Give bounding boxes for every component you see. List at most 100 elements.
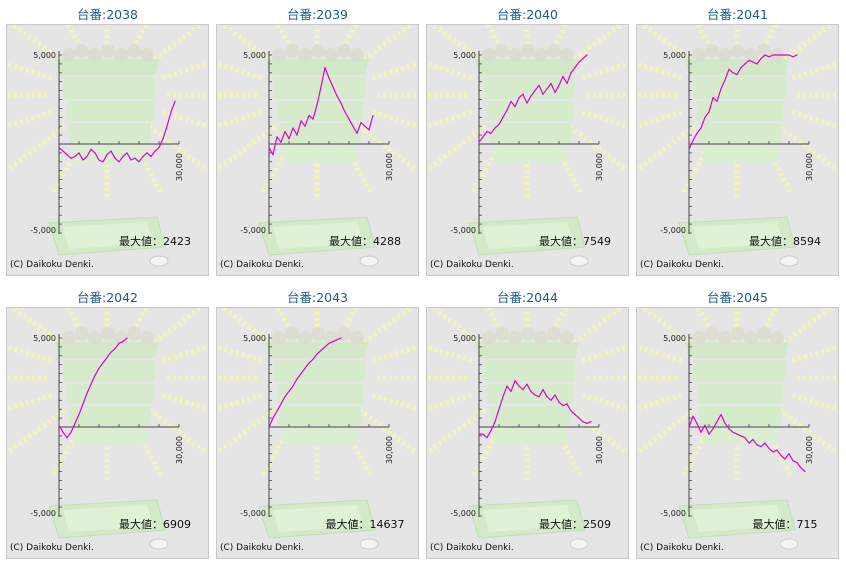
data-point xyxy=(336,339,338,341)
slump-graph: 5,000 -5,000 30,000 最大値：7549 (C) Daikoku Den… xyxy=(427,25,628,270)
data-point xyxy=(490,132,492,134)
data-point xyxy=(590,421,592,423)
data-point xyxy=(554,394,556,396)
data-point xyxy=(272,417,274,419)
copyright-label: (C) Daikoku Denki. xyxy=(640,543,724,553)
data-point xyxy=(534,90,536,92)
x-tick-label: 30,000 xyxy=(175,436,184,464)
data-point xyxy=(106,154,108,156)
y-tick-label: 5,000 xyxy=(33,334,56,343)
data-point xyxy=(316,104,318,106)
data-point xyxy=(166,125,168,127)
x-tick-label: 30,000 xyxy=(805,153,814,181)
y-tick-label: -5,000 xyxy=(450,226,476,235)
data-point xyxy=(352,125,354,127)
y-tick-label: -5,000 xyxy=(240,509,266,518)
data-point xyxy=(688,148,690,150)
machine-number-title[interactable]: 台番:2038 xyxy=(76,7,139,22)
data-point xyxy=(502,396,504,398)
data-point xyxy=(110,351,112,353)
data-point xyxy=(582,421,584,423)
data-point xyxy=(760,57,762,60)
chart-panel: 5,000 -5,000 30,000 最大値：2423 (C) Daikoku Den… xyxy=(6,24,209,276)
machine-chart-card: 台番:2042 5,000 -5,000 30,000 最大値：6909 (C) Daik… xyxy=(6,283,209,559)
data-point xyxy=(498,123,500,126)
machine-chart-card: 台番:2038 5,000 -5,000 30,000 最大値：2423 (C) Daik… xyxy=(6,0,209,276)
chart-panel: 5,000 -5,000 30,000 最大値：715 (C) Daikoku Denk… xyxy=(636,307,839,559)
y-tick-label: -5,000 xyxy=(660,226,686,235)
machine-number-title[interactable]: 台番:2042 xyxy=(76,290,139,305)
data-point xyxy=(736,73,738,76)
data-point xyxy=(126,152,128,154)
background-illustration xyxy=(427,25,628,267)
data-point xyxy=(110,150,112,152)
data-point xyxy=(276,410,278,412)
data-point xyxy=(268,426,270,428)
data-point xyxy=(58,424,60,426)
data-point xyxy=(372,114,374,117)
data-point xyxy=(700,127,702,129)
data-point xyxy=(506,109,508,111)
data-point xyxy=(582,57,584,60)
data-point xyxy=(744,63,746,65)
data-point xyxy=(74,155,76,158)
data-point xyxy=(340,337,342,339)
data-point xyxy=(788,453,790,455)
machine-number-title[interactable]: 台番:2041 xyxy=(706,7,769,22)
data-point xyxy=(578,61,580,63)
data-point xyxy=(514,106,516,108)
data-point xyxy=(486,437,488,439)
data-point xyxy=(344,111,346,113)
data-point xyxy=(118,161,120,163)
data-point xyxy=(780,454,782,457)
data-point xyxy=(756,444,758,446)
data-point xyxy=(158,146,160,149)
data-point xyxy=(280,141,282,143)
chart-panel: 5,000 -5,000 30,000 最大値：14637 (C) Daikoku De… xyxy=(216,307,419,559)
y-tick-label: 5,000 xyxy=(663,51,686,60)
machine-number-title[interactable]: 台番:2039 xyxy=(286,7,349,22)
machine-number-title[interactable]: 台番:2043 xyxy=(286,290,349,305)
machine-number-title[interactable]: 台番:2040 xyxy=(496,7,559,22)
y-tick-label: 5,000 xyxy=(453,334,476,343)
data-point xyxy=(162,138,164,140)
data-point xyxy=(748,442,750,444)
data-point xyxy=(550,399,552,401)
data-point xyxy=(78,152,80,154)
data-point xyxy=(522,93,524,95)
data-point xyxy=(126,337,128,339)
slump-line xyxy=(688,54,798,150)
background-illustration xyxy=(217,308,418,550)
data-point xyxy=(336,95,338,97)
max-value-label: 最大値：2423 xyxy=(119,234,191,248)
copyright-label: (C) Daikoku Denki. xyxy=(10,260,94,270)
machine-chart-card: 台番:2041 5,000 -5,000 30,000 最大値：8594 (C) Daik… xyxy=(636,0,839,276)
data-point xyxy=(768,56,770,58)
data-point xyxy=(304,367,306,369)
data-point xyxy=(692,139,694,142)
y-tick-label: -5,000 xyxy=(240,226,266,235)
copyright-label: (C) Daikoku Denki. xyxy=(220,260,304,270)
data-point xyxy=(490,429,492,432)
data-point xyxy=(772,54,774,56)
data-point xyxy=(86,155,88,158)
machine-number-title[interactable]: 台番:2045 xyxy=(706,290,769,305)
data-point xyxy=(320,86,322,88)
data-point xyxy=(554,91,556,93)
data-point xyxy=(98,367,100,369)
data-point xyxy=(530,95,532,97)
chart-panel: 5,000 -5,000 30,000 最大値：4288 (C) Daikoku Den… xyxy=(216,24,419,276)
data-point xyxy=(90,148,92,150)
data-point xyxy=(170,111,172,113)
data-point xyxy=(574,413,576,416)
data-point xyxy=(538,84,540,86)
data-point xyxy=(788,54,790,56)
data-point xyxy=(94,374,96,376)
data-point xyxy=(368,129,370,131)
data-point xyxy=(498,408,500,410)
machine-number-title[interactable]: 台番:2044 xyxy=(496,290,559,305)
data-point xyxy=(526,383,528,385)
chart-panel: 5,000 -5,000 30,000 最大値：8594 (C) Daikoku Den… xyxy=(636,24,839,276)
slump-graph: 5,000 -5,000 30,000 最大値：8594 (C) Daikoku Den… xyxy=(637,25,838,270)
data-point xyxy=(712,428,714,430)
